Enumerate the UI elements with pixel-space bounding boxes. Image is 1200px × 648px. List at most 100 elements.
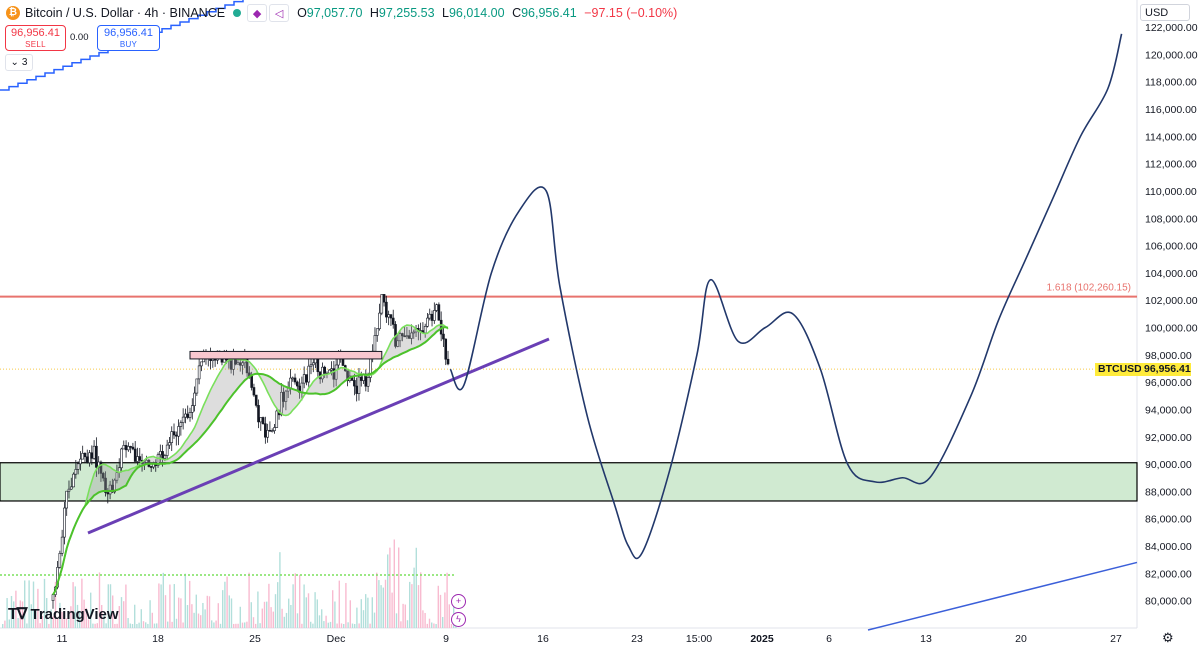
volume-bar [351,623,354,628]
volume-bar [191,604,193,628]
volume-bar [63,616,65,628]
candle-body [410,332,413,339]
candle-body [79,458,82,465]
y-tick-label: 122,000.00 [1145,22,1198,34]
candle-body [291,377,295,380]
candle-body [373,335,377,352]
buy-button[interactable]: 96,956.41 BUY [97,25,160,51]
volume-bar [318,615,321,628]
volume-bar [446,572,448,628]
y-tick-label: 88,000.00 [1145,486,1192,498]
candle-body [161,451,164,459]
candle-body [69,486,73,490]
volume-bar [354,623,356,628]
volume-bar [301,623,303,628]
lightning-icon[interactable]: ϟ [451,612,466,627]
volume-bar [83,599,85,628]
volume-bar [296,613,299,628]
volume-bar [279,552,281,628]
volume-bar [68,619,70,628]
volume-bar [323,621,325,628]
candle-body [83,452,87,458]
candle-body [334,364,338,380]
candle-body [300,382,304,393]
volume-bar [448,604,450,628]
volume-bar [387,554,389,628]
volume-bar [314,592,316,628]
volume-bar [147,623,149,628]
volume-bar [266,601,268,628]
share-icon[interactable]: ◁ [269,4,290,22]
last-price-tag: 96,956.41 [1141,363,1191,376]
candle-body [99,461,103,474]
candle-body [378,312,381,330]
x-tick-label: 20 [1015,633,1027,645]
volume-bar [151,612,153,628]
candle-body [389,314,393,319]
volume-bar [277,582,279,628]
volume-bar [285,612,288,628]
volume-bar [156,623,158,628]
candle-body [156,454,160,466]
candle-body [264,423,267,438]
indicator-toggle-icon[interactable]: ◆ [247,4,268,22]
volume-bar [52,616,54,628]
volume-bar [131,623,134,628]
candle-body [168,442,171,446]
volume-bar [171,621,173,628]
volume-bar [230,598,233,628]
y-tick-label: 98,000.00 [1145,350,1192,362]
volume-bar [233,623,235,628]
volume-bar [400,621,402,628]
y-tick-label: 118,000.00 [1145,77,1197,89]
volume-bar [112,595,114,628]
currency-selector[interactable]: USD [1140,4,1190,21]
candle-body [184,413,187,418]
volume-bar [149,600,151,628]
volume-bar [57,618,59,628]
candle-body [259,417,263,423]
volume-bar [105,623,107,628]
volume-bar [367,597,369,628]
x-tick-label: 25 [249,633,261,645]
candle-body [257,405,260,423]
candle-body [92,445,96,459]
candle-body [401,333,404,337]
candle-body [81,452,84,460]
projection-line [449,33,1123,560]
volume-bar [343,623,345,628]
volume-bar [376,572,378,628]
volume-bar [175,618,178,628]
candle-body [398,333,402,342]
candle-body [193,392,196,406]
symbol-title[interactable]: Bitcoin / U.S. Dollar · 4h · BINANCE [25,6,226,20]
volume-bar [98,572,101,628]
volume-bar [17,618,19,628]
plus-icon[interactable]: + [451,594,466,609]
candle-body [179,422,183,427]
volume-bar [142,621,145,628]
indicators-toggle[interactable]: ⌄ 3 [5,54,33,71]
volume-bar [373,612,376,628]
volume-bar [204,609,206,628]
volume-bar [442,616,444,628]
volume-bar [292,584,294,628]
candle-body [138,456,142,461]
candle-body [63,507,66,538]
candle-body [241,362,244,366]
candle-body [396,340,400,347]
rising-trendline [87,337,550,535]
gear-icon[interactable]: ⚙ [1162,630,1174,645]
candle-body [268,430,272,432]
low-label: L [442,6,449,20]
sell-button[interactable]: 96,956.41 SELL [5,25,66,51]
volume-bar [439,594,442,628]
volume-bar [228,595,230,628]
x-tick-label: 23 [631,633,643,645]
candle-body [366,377,370,387]
volume-bar [107,584,109,628]
candle-body [284,390,288,402]
volume-bar [6,598,8,628]
volume-bar [125,584,127,628]
